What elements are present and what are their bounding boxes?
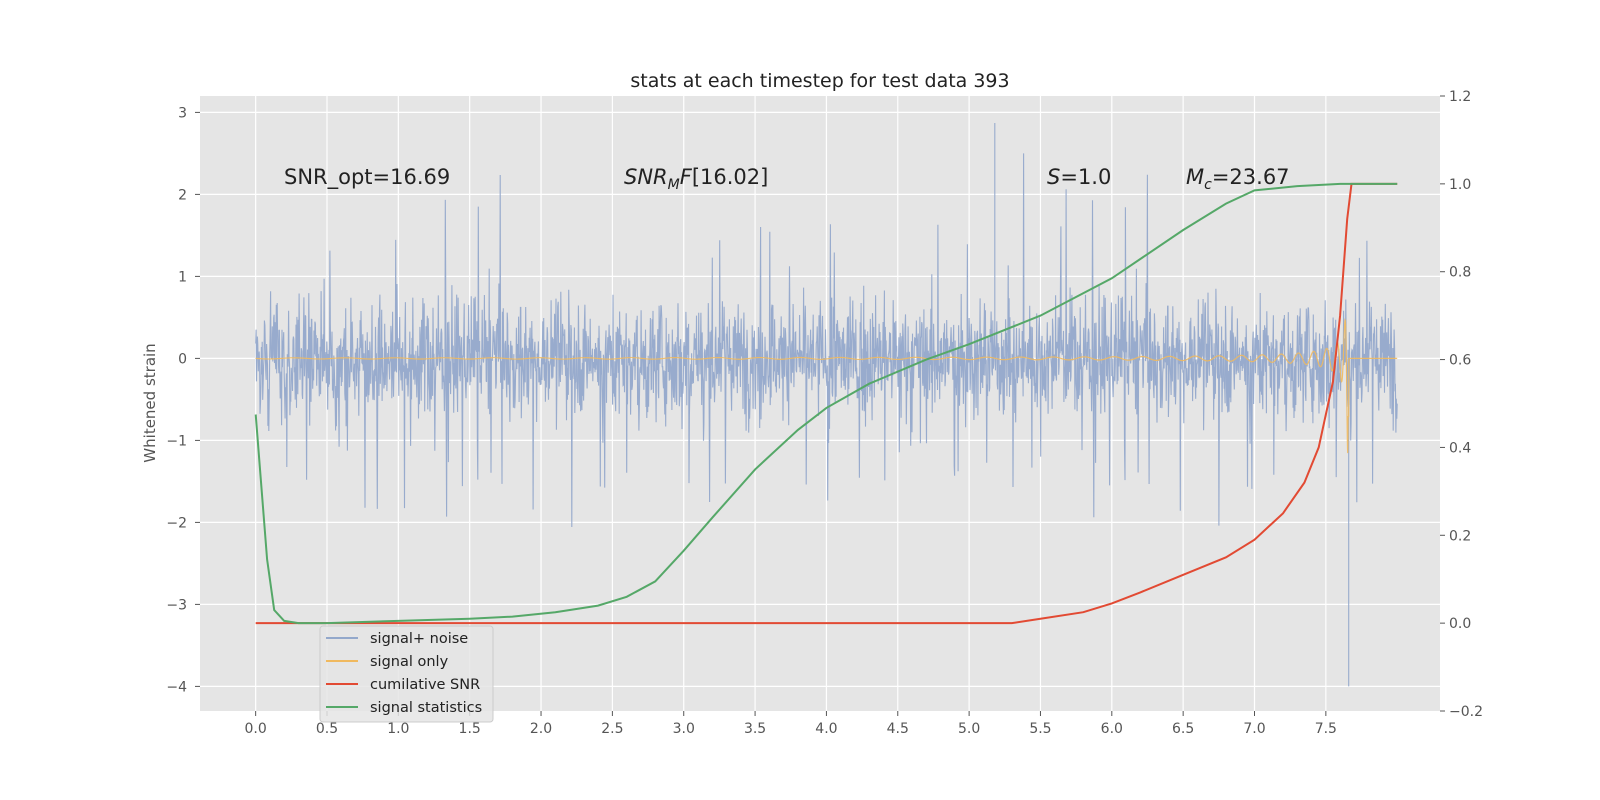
annotation-snr-opt: SNR_opt=16.69 xyxy=(284,165,450,190)
legend-label-signal-statistics: signal statistics xyxy=(370,700,482,716)
y-tick-label: 1 xyxy=(178,269,187,285)
y-tick-label: 3 xyxy=(178,105,187,121)
legend-label-cumulative-snr: cumilative SNR xyxy=(370,677,480,693)
x-tick-label: 5.5 xyxy=(1029,721,1051,737)
y-tick-label: −4 xyxy=(166,679,187,695)
y-tick-label: 2 xyxy=(178,187,187,203)
series-signal-statistics xyxy=(254,182,1398,625)
y2-tick-label: 1.2 xyxy=(1449,89,1471,105)
series-signal-only xyxy=(255,318,1398,454)
y-tick-label: −1 xyxy=(166,433,187,449)
y2-tick-label: 0.0 xyxy=(1449,616,1471,632)
x-tick-label: 7.5 xyxy=(1315,721,1337,737)
x-tick-label: 3.0 xyxy=(673,721,695,737)
y2-tick-label: 0.8 xyxy=(1449,265,1471,281)
x-tick-label: 4.5 xyxy=(887,721,909,737)
x-tick-label: 5.0 xyxy=(958,721,980,737)
series-layer xyxy=(254,123,1398,687)
annotation-chirp-mass-value: =23.67 xyxy=(1212,165,1290,189)
annotation-spin-value: =1.0 xyxy=(1060,165,1111,189)
y2-tick-label: 1.0 xyxy=(1449,177,1471,193)
chart-title: stats at each timestep for test data 393 xyxy=(630,70,1009,92)
annotation-spin: S=1.0 xyxy=(1047,165,1111,189)
y-axis-label: Whitened strain xyxy=(141,343,159,462)
x-tick-label: 7.0 xyxy=(1243,721,1265,737)
x-tick-label: 0.5 xyxy=(316,721,338,737)
y2-tick-label: 0.4 xyxy=(1449,440,1471,456)
y2-tick-label: 0.6 xyxy=(1449,353,1471,369)
series-cumulative-snr xyxy=(255,182,1398,625)
y-tick-label: −2 xyxy=(166,515,187,531)
annotation-chirp-mass: Mc=23.67 xyxy=(1186,165,1290,193)
y-tick-label: −3 xyxy=(166,597,187,613)
x-tick-label: 2.5 xyxy=(601,721,623,737)
y2-tick-label: −0.2 xyxy=(1449,704,1483,720)
annotation-snr-mf: SNRMF[16.02] xyxy=(624,165,768,193)
x-tick-label: 0.0 xyxy=(245,721,267,737)
ticks: 0.0 0.5 1.0 1.5 2.0 2.5 3.0 3.5 4.0 4.5 5.0 5.5 6.0 6… xyxy=(166,89,1483,737)
x-tick-label: 3.5 xyxy=(744,721,766,737)
legend-label-signal-noise: signal+ noise xyxy=(370,631,468,647)
plot-background xyxy=(200,96,1440,711)
x-tick-label: 6.0 xyxy=(1101,721,1123,737)
x-tick-label: 6.5 xyxy=(1172,721,1194,737)
x-tick-label: 4.0 xyxy=(815,721,837,737)
y2-tick-label: 0.2 xyxy=(1449,528,1471,544)
x-tick-label: 1.5 xyxy=(459,721,481,737)
x-tick-label: 2.0 xyxy=(530,721,552,737)
annotation-snr-mf-value: [16.02] xyxy=(692,165,769,189)
legend: signal+ noise signal only cumilative SNR… xyxy=(319,625,494,723)
y-tick-label: 0 xyxy=(178,351,187,367)
x-tick-label: 1.0 xyxy=(387,721,409,737)
legend-label-signal-only: signal only xyxy=(370,654,449,670)
legend-box xyxy=(319,625,494,723)
